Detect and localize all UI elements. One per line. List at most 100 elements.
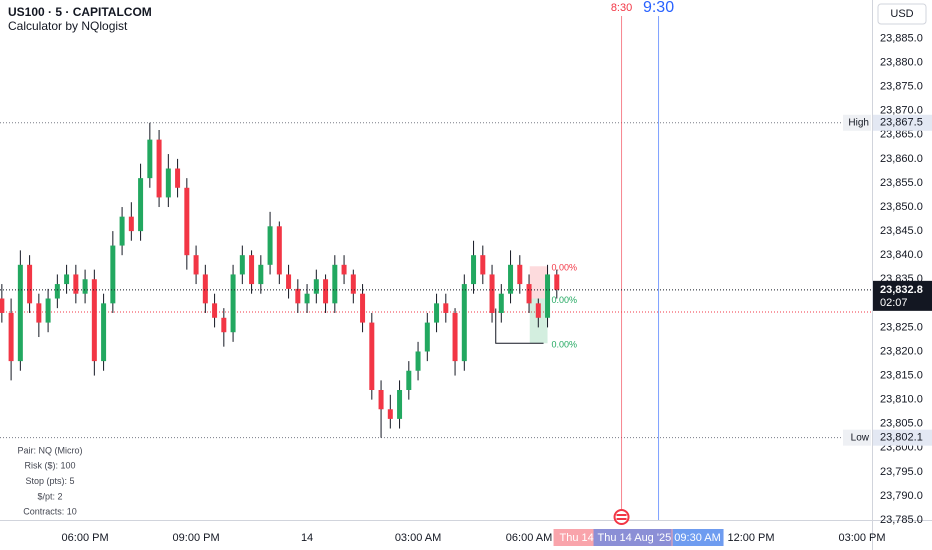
candle-body <box>350 274 356 294</box>
candle-body <box>230 274 236 333</box>
y-tick-label: 23,795.0 <box>880 466 923 478</box>
candle-body <box>45 298 51 323</box>
candle-body <box>443 303 449 313</box>
x-tick-label: 12:00 PM <box>727 532 774 544</box>
x-tick-label: 09:00 PM <box>173 532 220 544</box>
candle-body <box>36 303 42 323</box>
plot-area <box>0 16 872 520</box>
candle-body <box>175 168 181 188</box>
candle-body <box>489 274 495 313</box>
countdown: 02:07 <box>880 297 908 309</box>
y-tick-label: 23,845.0 <box>880 225 923 237</box>
candle-body <box>8 312 14 362</box>
currency-label: USD <box>890 8 913 20</box>
calculator-line: Contracts: 10 <box>23 507 77 517</box>
x-tick-label: 06:00 PM <box>62 532 109 544</box>
candle-body <box>452 312 458 362</box>
y-tick-label: 23,805.0 <box>880 418 923 430</box>
y-tick-label: 23,790.0 <box>880 490 923 502</box>
candle-body <box>480 255 486 275</box>
event-flag-stripe <box>616 518 627 520</box>
candle-body <box>101 303 107 362</box>
candle-body <box>332 264 338 304</box>
candle-body <box>221 317 227 333</box>
y-tick-label: 23,820.0 <box>880 345 923 357</box>
candle-body <box>397 390 403 419</box>
event-flag-stripe <box>616 514 627 516</box>
y-tick-label: 23,865.0 <box>880 129 923 141</box>
y-tick-label: 23,885.0 <box>880 32 923 44</box>
candle-body <box>267 226 273 265</box>
time-tag: Thu 14 Aug '25 <box>598 532 672 544</box>
y-tick-label: 23,785.0 <box>880 514 923 526</box>
time-tag-bg <box>593 529 672 546</box>
calculator-line: Pair: NQ (Micro) <box>18 445 83 455</box>
level-tag: High <box>848 117 869 128</box>
candle-body <box>193 255 199 275</box>
y-tick-label: 23,815.0 <box>880 369 923 381</box>
candle-body <box>498 293 504 313</box>
candle-body <box>73 274 79 294</box>
candle-body <box>508 264 514 294</box>
candle-body <box>17 264 23 362</box>
position-label: 0.00% <box>552 340 578 350</box>
candle-body <box>471 255 477 285</box>
candle-body <box>27 264 33 304</box>
candle-body <box>554 274 560 290</box>
position-label: 0.00% <box>552 295 578 305</box>
candle-body <box>276 226 282 275</box>
candle-body <box>212 303 218 318</box>
candle-body <box>461 284 467 362</box>
calculator-line: Stop (pts): 5 <box>25 476 74 486</box>
level-price-bg <box>873 429 932 446</box>
candle-body <box>323 279 329 304</box>
x-tick-label: 14 <box>301 532 313 544</box>
x-tick-label: 03:00 AM <box>395 532 441 544</box>
time-tag-bg <box>672 529 724 546</box>
last-price-bg <box>873 280 932 311</box>
calculator-line: Risk ($): 100 <box>24 461 75 471</box>
candle-body <box>434 303 440 323</box>
time-marker-label: 8:30 <box>611 2 632 14</box>
candle-body <box>119 216 125 246</box>
chart-subtitle: Calculator by NQlogist <box>8 19 128 33</box>
candle-body <box>82 279 88 294</box>
calculator-line: $/pt: 2 <box>37 491 62 501</box>
candle-body <box>258 264 264 285</box>
level-tag-bg <box>843 429 871 446</box>
candle-body <box>202 274 208 304</box>
candle-body <box>147 139 153 179</box>
candle-body <box>313 279 319 294</box>
candle-body <box>295 288 301 304</box>
stop-zone <box>529 266 548 299</box>
candle-body <box>304 293 310 304</box>
candle-body <box>341 264 347 275</box>
candle-body <box>54 284 60 299</box>
target-outline <box>495 308 544 344</box>
candle-body <box>526 284 532 304</box>
candle-body <box>378 390 384 410</box>
candle-body <box>128 216 134 232</box>
level-price: 23,867.5 <box>880 117 923 129</box>
candle-body <box>165 168 171 198</box>
position-label: 0.00% <box>552 263 578 273</box>
y-tick-label: 23,810.0 <box>880 394 923 406</box>
y-tick-label: 23,850.0 <box>880 201 923 213</box>
candle-body <box>249 255 255 285</box>
last-price-label: 23,832.8 <box>880 284 923 296</box>
x-tick-label: 06:00 AM <box>506 532 552 544</box>
y-tick-label: 23,855.0 <box>880 177 923 189</box>
candle-body <box>360 293 366 323</box>
x-tick-label: 03:00 PM <box>838 532 885 544</box>
candle-body <box>415 351 421 371</box>
level-tag: Low <box>851 432 870 443</box>
candle-body <box>91 279 97 362</box>
y-tick-label: 23,880.0 <box>880 56 923 68</box>
currency-button[interactable] <box>877 3 927 25</box>
level-price-bg <box>873 114 932 131</box>
time-marker-label: 9:30 <box>643 0 674 16</box>
candle-body <box>138 178 144 232</box>
y-tick-label: 23,825.0 <box>880 321 923 333</box>
